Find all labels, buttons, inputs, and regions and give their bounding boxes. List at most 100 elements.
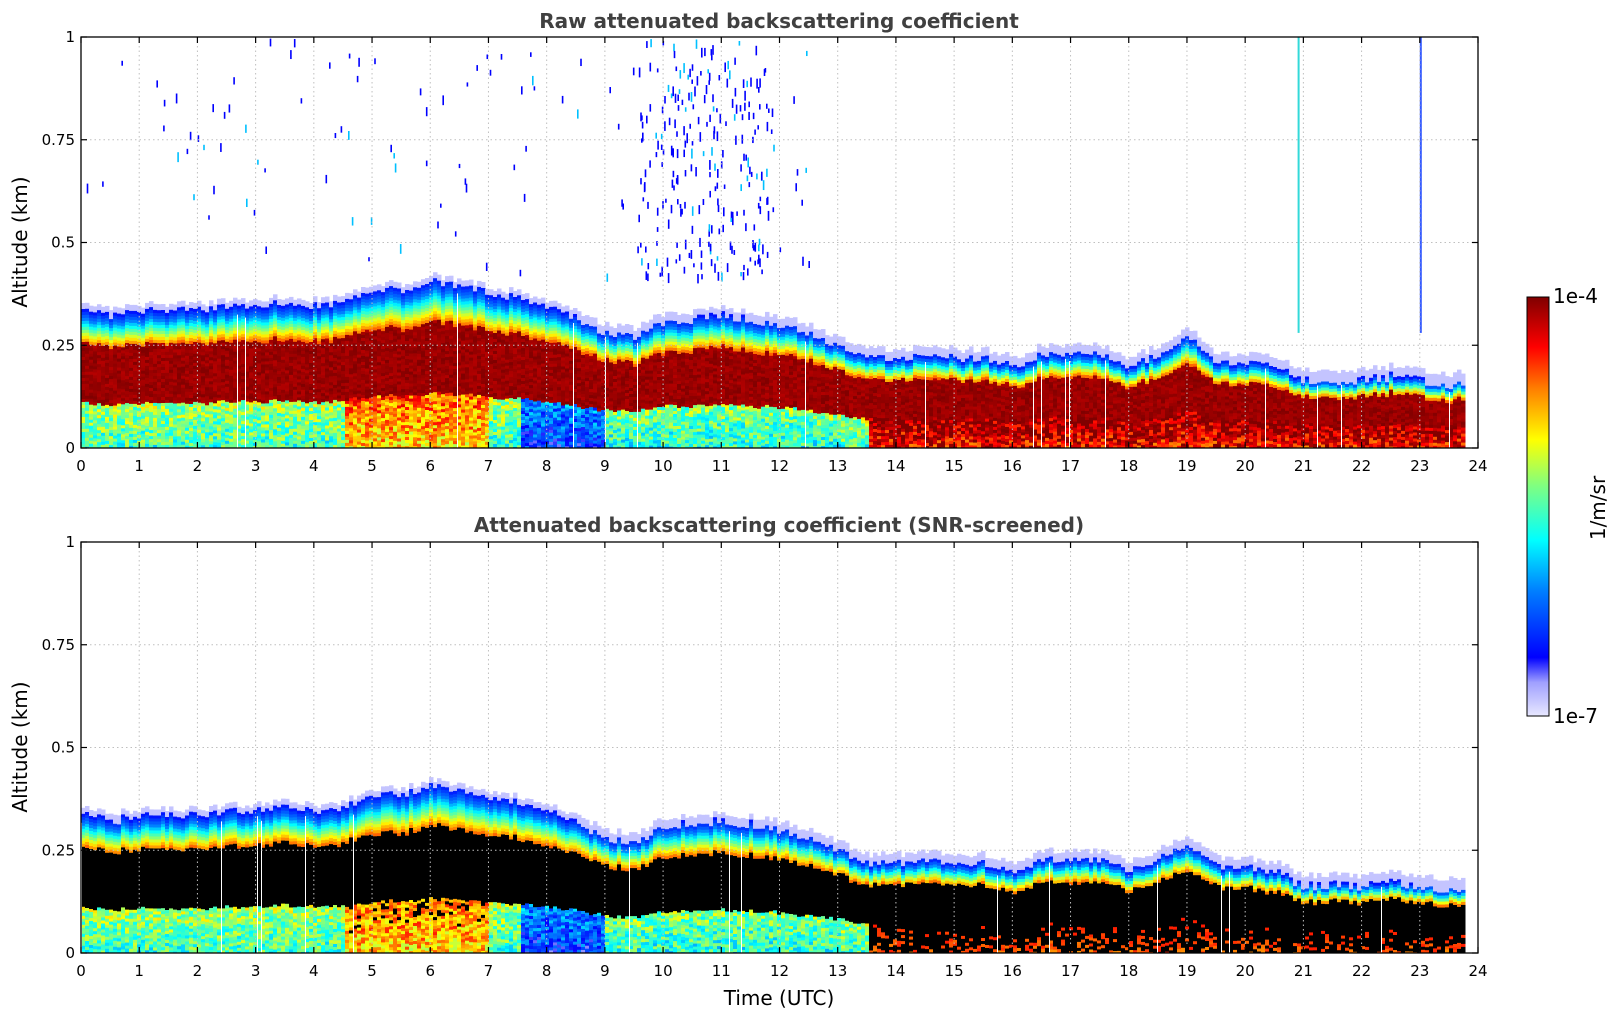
heatmap-cell xyxy=(269,334,274,338)
heatmap-cell xyxy=(445,360,450,364)
heatmap-cell xyxy=(85,390,90,394)
heatmap-cell xyxy=(113,379,118,383)
heatmap-cell xyxy=(293,333,298,337)
heatmap-cell xyxy=(217,365,222,369)
heatmap-cell xyxy=(225,315,230,319)
heatmap-cell xyxy=(277,428,282,432)
heatmap-cell xyxy=(189,341,194,345)
heatmap-cell xyxy=(389,391,394,395)
heatmap-cell xyxy=(173,323,178,327)
heatmap-cell xyxy=(125,421,130,425)
heatmap-cell xyxy=(141,332,146,336)
heatmap-cell xyxy=(101,433,106,437)
heatmap-cell xyxy=(97,334,102,338)
heatmap-cell xyxy=(217,326,222,330)
heatmap-column xyxy=(141,308,146,450)
heatmap-cell xyxy=(377,305,382,309)
heatmap-cell xyxy=(449,435,454,439)
heatmap-column xyxy=(329,301,334,449)
heatmap-cell xyxy=(93,336,98,340)
heatmap-cell xyxy=(397,427,402,431)
heatmap-cell xyxy=(269,433,274,437)
heatmap-cell xyxy=(389,442,394,446)
heatmap-cell xyxy=(381,322,386,326)
heatmap-cell xyxy=(145,321,150,325)
heatmap-cell xyxy=(325,354,330,358)
heatmap-cell xyxy=(233,340,238,344)
heatmap-cell xyxy=(217,425,222,429)
heatmap-cell xyxy=(297,349,302,353)
heatmap-cell xyxy=(249,300,254,304)
heatmap-cell xyxy=(401,305,406,309)
heatmap-cell xyxy=(409,399,414,403)
heatmap-cell xyxy=(413,386,418,390)
heatmap-cell xyxy=(297,298,302,302)
heatmap-cell xyxy=(381,286,386,290)
heatmap-cell xyxy=(277,317,282,321)
heatmap-cell xyxy=(297,406,302,410)
heatmap-cell xyxy=(97,433,102,437)
heatmap-cell xyxy=(241,340,246,344)
heatmap-cell xyxy=(313,371,318,375)
heatmap-cell xyxy=(181,415,186,419)
heatmap-cell xyxy=(189,302,194,306)
heatmap-cell xyxy=(349,359,354,363)
heatmap-cell xyxy=(433,311,438,315)
heatmap-cell xyxy=(405,296,410,300)
heatmap-cell xyxy=(417,309,422,313)
heatmap-cell xyxy=(193,360,198,364)
heatmap-cell xyxy=(245,309,250,313)
heatmap-cell xyxy=(325,408,330,412)
heatmap-cell xyxy=(421,300,426,304)
heatmap-cell xyxy=(85,363,90,367)
heatmap-cell xyxy=(109,406,114,410)
heatmap-cell xyxy=(337,399,342,403)
heatmap-cell xyxy=(417,390,422,394)
heatmap-cell xyxy=(325,390,330,394)
heatmap-cell xyxy=(173,317,178,321)
heatmap-cell xyxy=(265,403,270,407)
heatmap-cell xyxy=(189,368,194,372)
heatmap-cell xyxy=(445,393,450,397)
heatmap-cell xyxy=(217,374,222,378)
heatmap-cell xyxy=(113,370,118,374)
heatmap-cell xyxy=(361,350,366,354)
heatmap-cell xyxy=(181,304,186,308)
heatmap-cell xyxy=(81,327,86,331)
heatmap-cell xyxy=(101,334,106,338)
heatmap-cell xyxy=(221,346,226,350)
heatmap-cell xyxy=(177,355,182,359)
heatmap-cell xyxy=(85,402,90,406)
heatmap-cell xyxy=(145,438,150,442)
heatmap-cell xyxy=(405,290,410,294)
heatmap-cell xyxy=(209,333,214,337)
heatmap-cell xyxy=(265,304,270,308)
heatmap-cell xyxy=(205,372,210,376)
heatmap-cell xyxy=(281,438,286,442)
heatmap-cell xyxy=(421,381,426,385)
heatmap-cell xyxy=(421,402,426,406)
heatmap-cell xyxy=(349,365,354,369)
heatmap-cell xyxy=(377,377,382,381)
heatmap-column xyxy=(389,280,394,449)
heatmap-cell xyxy=(333,361,338,365)
heatmap-cell xyxy=(229,391,234,395)
heatmap-cell xyxy=(145,414,150,418)
heatmap-cell xyxy=(257,438,262,442)
heatmap-cell xyxy=(373,366,378,370)
heatmap-cell xyxy=(429,369,434,373)
heatmap-cell xyxy=(445,294,450,298)
heatmap-cell xyxy=(89,321,94,325)
heatmap-cell xyxy=(413,359,418,363)
heatmap-cell xyxy=(165,418,170,422)
heatmap-cell xyxy=(225,357,230,361)
heatmap-cell xyxy=(369,425,374,429)
heatmap-cell xyxy=(289,444,294,448)
heatmap-cell xyxy=(205,348,210,352)
heatmap-cell xyxy=(329,334,334,338)
heatmap-cell xyxy=(453,306,458,310)
heatmap-cell xyxy=(417,291,422,295)
heatmap-cell xyxy=(417,381,422,385)
heatmap-cell xyxy=(301,312,306,316)
heatmap-cell xyxy=(365,390,370,394)
